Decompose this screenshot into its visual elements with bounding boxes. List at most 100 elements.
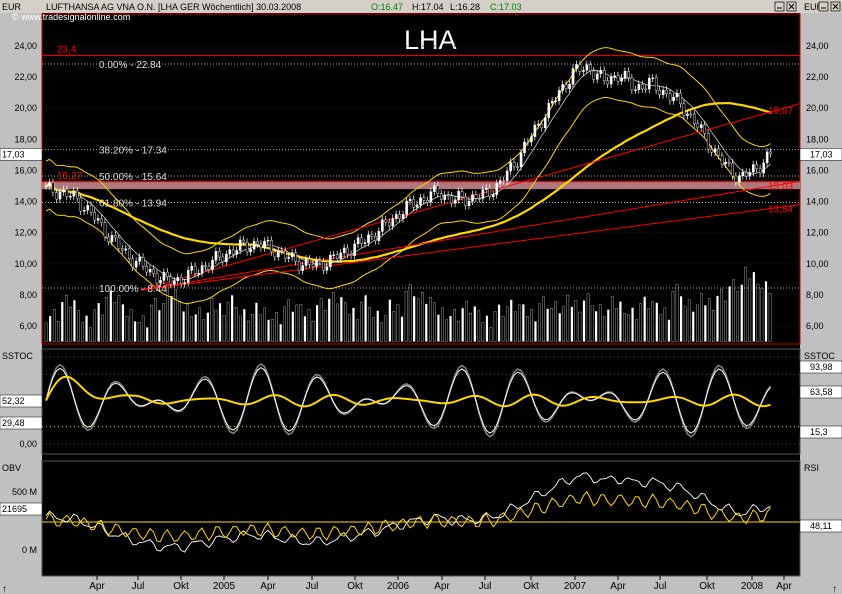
- candle-body: [148, 268, 152, 273]
- volume-bar: [222, 314, 226, 342]
- candle-body: [349, 254, 353, 256]
- last-price-box-right: [799, 148, 842, 161]
- volume-bar: [311, 321, 315, 342]
- volume-bar: [485, 315, 489, 342]
- candle-body: [623, 71, 627, 79]
- candle-body: [582, 69, 585, 72]
- volume-bar: [671, 291, 675, 342]
- price-axis-tick-left: 10,00: [14, 259, 37, 269]
- candle-body: [336, 254, 339, 259]
- candle-body: [724, 161, 727, 165]
- candle-body: [609, 76, 613, 85]
- candle-body: [658, 89, 661, 95]
- fib-level-label: 50.00% - 15.64: [99, 172, 167, 183]
- volume-bar: [105, 297, 109, 342]
- candle-body: [287, 256, 291, 259]
- x-axis-label: 2005: [213, 581, 236, 592]
- volume-bar: [174, 289, 177, 342]
- x-axis-label: Okt: [347, 581, 363, 592]
- volume-bar: [679, 296, 683, 342]
- candle-body: [540, 123, 544, 129]
- candle-body: [297, 261, 301, 271]
- volume-bar: [263, 307, 266, 342]
- candle-body: [537, 123, 540, 126]
- volume-bar: [607, 309, 610, 342]
- volume-bar: [465, 301, 468, 342]
- candle-body: [82, 210, 86, 212]
- volume-bar: [437, 314, 440, 342]
- candle-body: [523, 141, 526, 153]
- last-price-right: 17,03: [810, 149, 833, 159]
- candle-body: [377, 231, 381, 241]
- volume-bar: [683, 306, 687, 342]
- price-axis-tick-right: 10,00: [806, 259, 829, 269]
- horizontal-level-label: 23,4: [57, 44, 77, 55]
- candle-body: [173, 280, 176, 285]
- candle-body: [758, 168, 762, 174]
- minimize-icon[interactable]: [774, 1, 785, 12]
- candle-body: [186, 270, 190, 284]
- volume-bar: [716, 295, 719, 342]
- volume-bar: [81, 322, 84, 342]
- x-axis-label: Apr: [776, 581, 792, 592]
- last-price-box-left: [0, 148, 43, 161]
- candle-body: [270, 240, 273, 253]
- volume-bar: [368, 307, 371, 342]
- price-axis-tick-left: 24,00: [14, 41, 37, 51]
- candle-body: [245, 242, 249, 253]
- close-icon[interactable]: [830, 1, 841, 12]
- up-arrow-icon: ↑: [2, 584, 7, 594]
- x-axis-label: Apr: [610, 581, 626, 592]
- candle-body: [433, 185, 436, 192]
- x-axis-label: Jul: [132, 581, 145, 592]
- price-axis-tick-left: 22,00: [14, 72, 37, 82]
- price-axis-tick-left: 20,00: [14, 103, 37, 113]
- trendline: [139, 204, 801, 291]
- sstoc-slow-line: [45, 375, 771, 408]
- volume-bar: [408, 284, 412, 342]
- candle-body: [339, 252, 343, 259]
- candle-body: [79, 197, 83, 212]
- volume-bar: [113, 302, 117, 342]
- x-axis: Apr Jul Okt 2005 Apr Jul Okt 2006 Apr Jul Okt 2007 A…: [89, 576, 792, 592]
- sstoc-right-value-box: [799, 425, 842, 439]
- volume-bar: [271, 319, 274, 342]
- last-price-left: 17,03: [2, 149, 25, 159]
- candle-body: [55, 192, 58, 200]
- candle-body: [706, 133, 710, 150]
- candle-body: [554, 100, 557, 102]
- candle-body: [762, 162, 765, 174]
- volume-bar: [732, 279, 735, 342]
- candle-body: [641, 84, 644, 90]
- candle-body: [103, 222, 107, 238]
- volume-bar: [760, 287, 764, 342]
- candle-body: [51, 182, 55, 193]
- x-axis-label: Okt: [699, 581, 715, 592]
- candle-body: [179, 277, 183, 285]
- candle-body: [211, 260, 214, 270]
- candle-body: [134, 260, 138, 268]
- candle-body: [530, 136, 533, 143]
- horizontal-level-label: 15,27: [57, 171, 82, 182]
- candle-body: [429, 191, 433, 203]
- candle-body: [325, 266, 329, 271]
- candle-body: [412, 199, 415, 208]
- close-icon[interactable]: [786, 1, 797, 12]
- volume-bar: [380, 322, 384, 342]
- minimize-icon[interactable]: [818, 1, 829, 12]
- volume-bar: [307, 309, 311, 342]
- price-axis-tick-right: 20,00: [806, 103, 829, 113]
- candle-body: [512, 162, 516, 167]
- bollinger-upper: [45, 47, 771, 255]
- candle-body: [485, 188, 488, 190]
- candle-body: [263, 240, 266, 248]
- candle-body: [571, 68, 575, 85]
- price-axis-tick-left: 14,00: [14, 197, 37, 207]
- volume-bar: [121, 304, 125, 342]
- candle-body: [242, 239, 246, 243]
- price-axis-tick-left: 12,00: [14, 228, 37, 238]
- volume-bar: [243, 309, 246, 342]
- volume-bar: [550, 308, 553, 342]
- volume-bar: [137, 322, 141, 342]
- volume-bar: [708, 298, 711, 342]
